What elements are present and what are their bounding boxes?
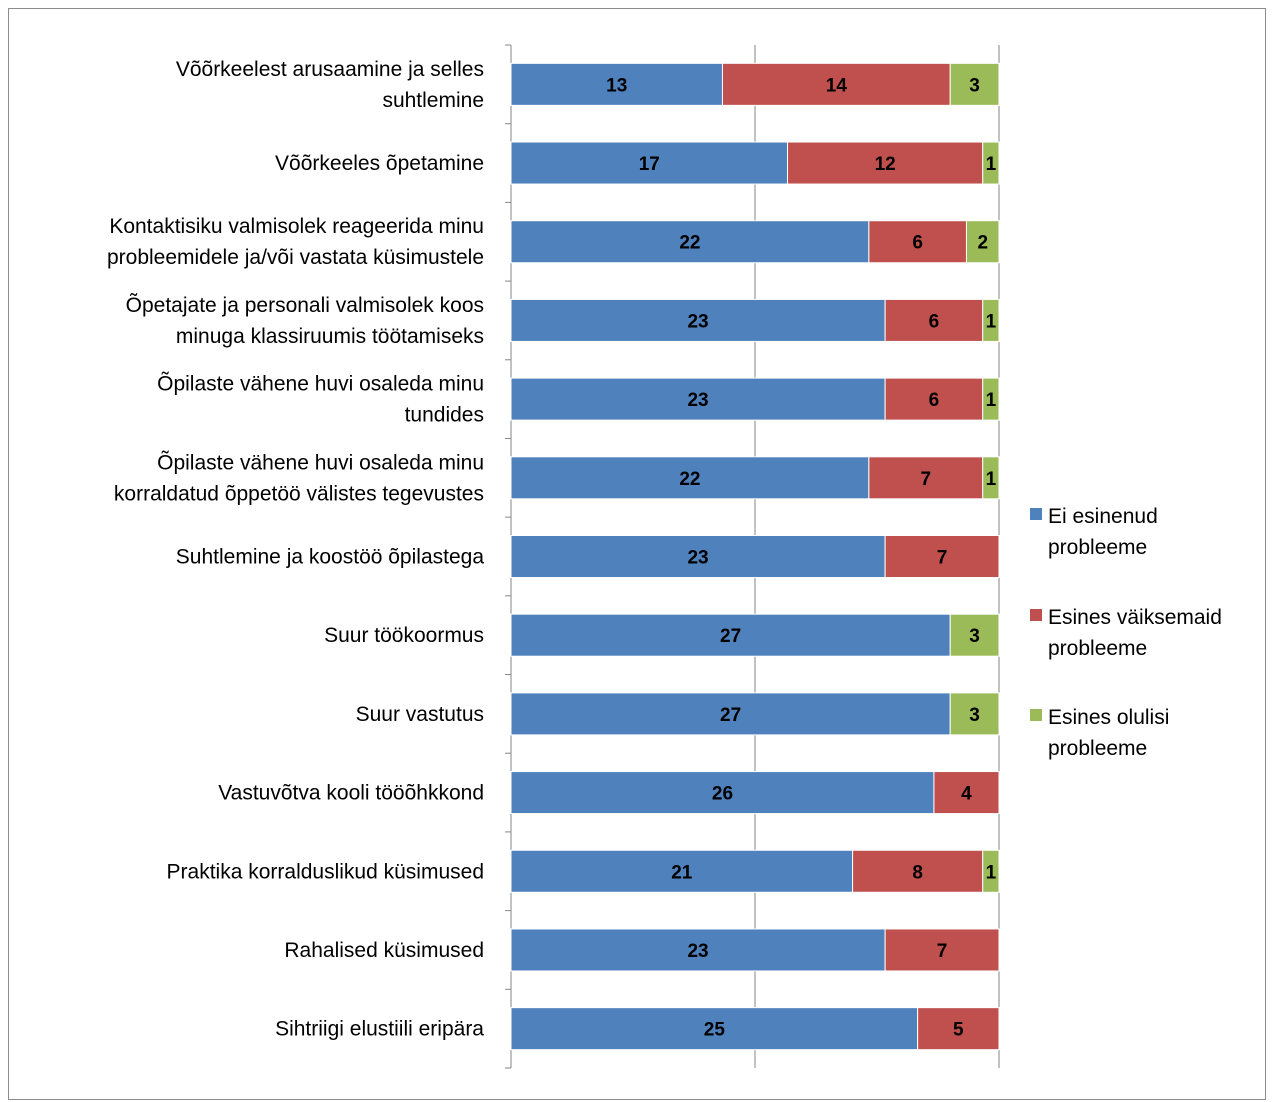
data-label: 23 [687, 390, 708, 411]
bar-segment [510, 1007, 919, 1051]
labels-layer: Võõrkeelest arusaamine ja selles suhtlemi… [107, 58, 484, 1041]
data-label: 21 [671, 862, 693, 883]
data-label: 8 [912, 862, 923, 883]
legend-label: Ei esinenud probleeme [1048, 505, 1158, 559]
data-label: 23 [687, 941, 708, 962]
bar-segment [510, 849, 854, 893]
data-label: 1 [986, 390, 997, 411]
bar-segment [982, 456, 1000, 500]
bar-segment [510, 613, 951, 657]
legend-swatch [1030, 609, 1042, 621]
bar-segment [884, 535, 1000, 578]
legend-label: Esines väiksemaid probleeme [1048, 606, 1222, 660]
category-label: Õpilaste vähene huvi osaleda minu tundide… [157, 372, 484, 427]
bar-segment [982, 377, 1000, 421]
bar-segment [510, 220, 870, 264]
bar-segment [949, 692, 1000, 736]
bar-segment [933, 771, 1000, 815]
data-label: 6 [929, 311, 940, 332]
data-label: 25 [704, 1020, 726, 1041]
category-label: Praktika korralduslikud küsimused [167, 860, 484, 883]
data-label: 14 [826, 75, 848, 96]
bar-segment [868, 456, 984, 500]
legend-swatch [1030, 508, 1042, 520]
data-label: 1 [986, 311, 997, 332]
category-label: Kontaktisiku valmisolek reageerida minu p… [107, 215, 484, 269]
legend: Ei esinenud probleeme Esines väiksemaid pro… [1030, 505, 1222, 760]
data-label: 27 [720, 626, 741, 647]
bar-segment [510, 456, 870, 500]
data-label: 2 [977, 233, 988, 254]
data-label: 12 [875, 154, 896, 175]
bar-segment [510, 62, 723, 106]
data-label: 6 [929, 390, 940, 411]
bar-segment [884, 298, 984, 342]
data-label: 1 [986, 862, 997, 883]
category-label: Suur vastutus [356, 703, 484, 726]
bar-segment [982, 298, 1000, 342]
bar-segment [510, 535, 886, 578]
category-label: Vastuvõtva kooli tööõhkkond [218, 782, 484, 805]
category-label: Õpilaste vähene huvi osaleda minu korrald… [114, 450, 484, 505]
bar-segment [510, 692, 951, 736]
bar-segment [884, 377, 984, 421]
category-label: Suur töökoormus [324, 624, 484, 647]
category-label: Võõrkeelest arusaamine ja selles suhtlemi… [176, 58, 484, 112]
data-label: 22 [679, 233, 700, 254]
bar-segment [510, 141, 789, 185]
data-label: 4 [961, 784, 972, 805]
category-label: Suhtlemine ja koostöö õpilastega [176, 546, 485, 569]
bar-segment [721, 62, 951, 106]
data-label: 7 [921, 469, 932, 490]
bar-segment [949, 62, 1000, 106]
data-label: 6 [912, 233, 923, 254]
data-label: 23 [687, 548, 708, 569]
bar-segment [917, 1007, 1000, 1051]
data-label: 3 [969, 705, 980, 726]
bar-segment [949, 613, 1000, 657]
bar-segment [868, 220, 967, 264]
data-label: 7 [937, 941, 948, 962]
bar-segment [982, 849, 1000, 893]
data-label: 3 [969, 626, 980, 647]
bars-layer: 13 14 317 12 122 6 223 6 123 6 122 7 123 727 327 326 421… [510, 62, 1000, 1051]
data-label: 26 [712, 784, 733, 805]
bar-segment [510, 377, 886, 421]
data-label: 1 [986, 154, 997, 175]
data-label: 17 [639, 154, 660, 175]
category-label: Sihtriigi elustiili eripära [275, 1018, 484, 1041]
bar-segment [852, 849, 984, 893]
category-label: Võõrkeeles õpetamine [275, 152, 484, 175]
data-label: 27 [720, 705, 741, 726]
data-label: 3 [969, 75, 980, 96]
bar-segment [884, 928, 1000, 972]
data-label: 22 [679, 469, 700, 490]
legend-label: Esines olulisi probleeme [1048, 706, 1169, 760]
category-label: Õpetajate ja personali valmisolek koos mi… [126, 293, 484, 348]
data-label: 23 [687, 311, 708, 332]
data-label: 7 [937, 548, 948, 569]
data-label: 5 [953, 1020, 964, 1041]
category-label: Rahalised küsimused [284, 939, 484, 962]
bar-segment [982, 141, 1000, 185]
legend-swatch [1030, 709, 1042, 721]
data-label: 1 [986, 469, 997, 490]
bar-segment [965, 220, 1000, 264]
bar-segment [510, 298, 886, 342]
data-label: 13 [606, 75, 627, 96]
